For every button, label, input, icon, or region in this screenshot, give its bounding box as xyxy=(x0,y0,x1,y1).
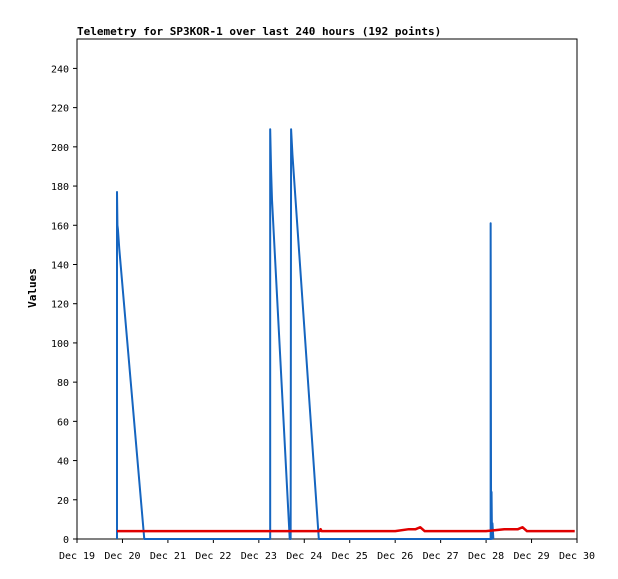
x-tick-label: Dec 28 xyxy=(468,551,504,562)
y-tick-label: 100 xyxy=(51,339,69,350)
x-tick-label: Dec 19 xyxy=(59,551,95,562)
x-tick-label: Dec 29 xyxy=(513,551,549,562)
series-line-1 xyxy=(116,128,495,540)
y-tick-label: 120 xyxy=(51,300,69,311)
chart-title: Telemetry for SP3KOR-1 over last 240 hou… xyxy=(77,25,441,38)
y-tick-label: 40 xyxy=(57,457,69,468)
x-tick-label: Dec 23 xyxy=(241,551,277,562)
y-tick-label: 0 xyxy=(63,535,69,546)
x-tick-label: Dec 20 xyxy=(104,551,140,562)
y-tick-label: 240 xyxy=(51,64,69,75)
x-tick-label: Dec 26 xyxy=(377,551,413,562)
x-tick-label: Dec 22 xyxy=(195,551,231,562)
y-tick-label: 180 xyxy=(51,182,69,193)
x-tick-label: Dec 21 xyxy=(150,551,186,562)
y-tick-label: 80 xyxy=(57,378,69,389)
x-tick-label: Dec 24 xyxy=(286,551,322,562)
series-line-2 xyxy=(117,525,575,533)
y-tick-label: 200 xyxy=(51,143,69,154)
x-tick-label: Dec 27 xyxy=(423,551,459,562)
series-layer xyxy=(116,128,575,540)
x-axis: Dec 19 Dec 20 Dec 21 Dec 22 Dec 23 Dec 24 Dec … xyxy=(59,539,595,562)
x-tick-label: Dec 25 xyxy=(332,551,368,562)
y-axis-label: Values xyxy=(26,268,39,308)
plot-frame xyxy=(76,38,578,540)
y-tick-label: 20 xyxy=(57,496,69,507)
y-axis: 0 20 40 60 80 100 120 140 160 180 200 220 240 xyxy=(51,64,77,546)
y-tick-label: 160 xyxy=(51,221,69,232)
x-tick-label: Dec 30 xyxy=(559,551,595,562)
y-tick-label: 220 xyxy=(51,104,69,115)
y-tick-label: 60 xyxy=(57,417,69,428)
y-tick-label: 140 xyxy=(51,260,69,271)
